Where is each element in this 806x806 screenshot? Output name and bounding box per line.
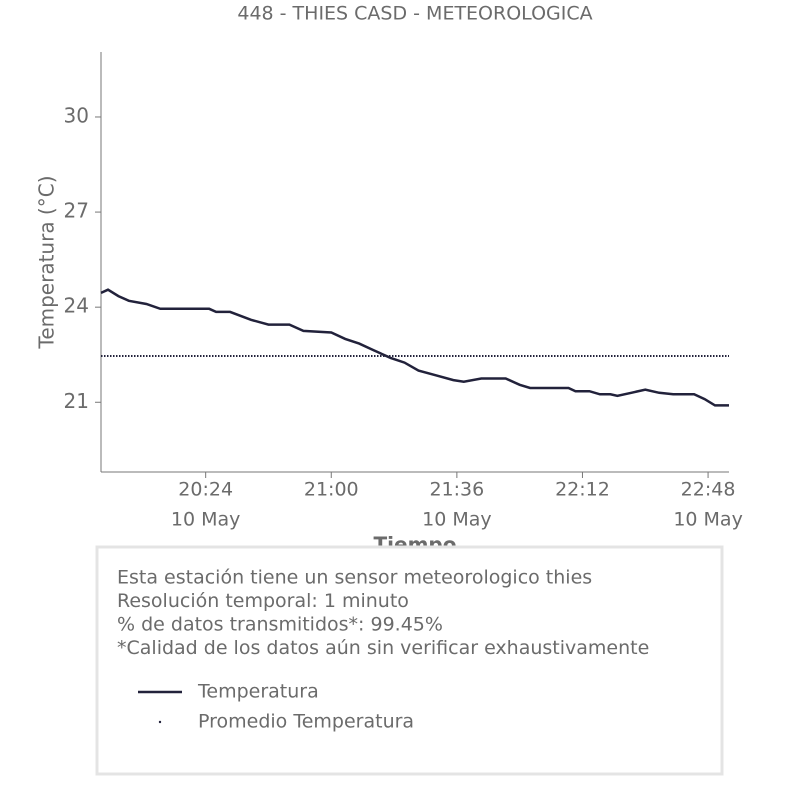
x-tick-label: 20:24	[178, 479, 233, 501]
legend-label: Promedio Temperatura	[198, 711, 414, 733]
info-line: *Calidad de los datos aún sin verificar …	[117, 637, 649, 659]
x-tick-sublabel: 10 May	[673, 509, 743, 531]
y-tick-label: 21	[64, 389, 89, 413]
y-tick-label: 30	[64, 103, 89, 127]
series-line	[100, 288, 729, 407]
x-tick-label: 22:12	[555, 479, 610, 501]
x-tick-label: 21:36	[429, 479, 484, 501]
info-line: Esta estación tiene un sensor meteorolog…	[117, 567, 592, 589]
info-line: % de datos transmitidos*: 99.45%	[117, 614, 443, 636]
y-tick-label: 24	[64, 294, 89, 318]
y-tick-label: 27	[64, 199, 89, 223]
legend-marker	[158, 720, 162, 724]
y-axis-label: Temperatura (°C)	[35, 175, 59, 349]
info-box	[95, 545, 724, 776]
x-tick-label: 22:48	[681, 479, 736, 501]
x-tick-sublabel: 10 May	[171, 509, 241, 531]
x-tick-sublabel: 10 May	[422, 509, 492, 531]
legend-label: Temperatura	[197, 681, 319, 703]
info-line: Resolución temporal: 1 minuto	[117, 590, 409, 612]
chart-title: 448 - THIES CASD - METEOROLOGICA	[237, 3, 592, 25]
x-tick-label: 21:00	[304, 479, 359, 501]
